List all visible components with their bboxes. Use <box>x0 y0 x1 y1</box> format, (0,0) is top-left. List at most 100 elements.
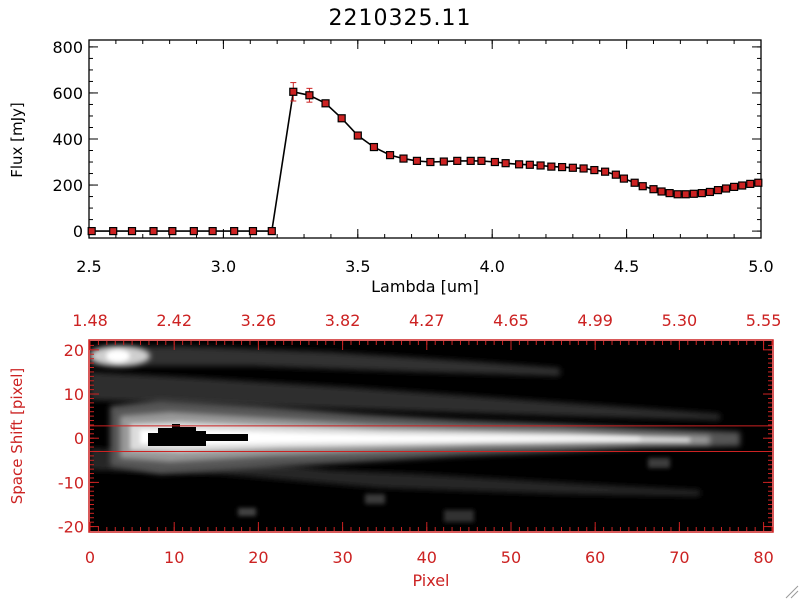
spectrum-point <box>230 226 239 236</box>
spectrum-y-tick-label: 800 <box>52 38 83 57</box>
spectrum-point <box>630 178 639 187</box>
image-y-tick-label: -10 <box>58 473 84 492</box>
spectrum-x-tick-label: 4.0 <box>479 257 504 276</box>
spectrum-point <box>705 187 715 197</box>
spectrum-y-tick-label: 400 <box>52 130 83 149</box>
spectrum-point <box>208 226 217 236</box>
spectral-image-plot: 0 10 20 30 40 50 60 70 80 1.48 2.42 3.26 3.82 4.27 4.… <box>8 311 781 590</box>
aperture-lines <box>90 425 772 452</box>
spectrum-x-tick-label: 3.0 <box>211 257 236 276</box>
image-y-label: Space Shift [pixel] <box>8 368 26 505</box>
chart-title: 2210325.11 <box>328 6 472 31</box>
spectrum-y-tick-label: 200 <box>52 176 83 195</box>
spectrum-point <box>87 226 96 236</box>
spectrum-point <box>412 156 422 165</box>
spectrum-point <box>321 99 330 108</box>
spectrum-point <box>385 151 395 160</box>
spectrum-point <box>713 186 723 195</box>
spectrum-point <box>579 164 588 173</box>
spectrum-y-tick-label: 0 <box>73 222 83 241</box>
image-trace <box>90 346 740 522</box>
spectrum-point <box>127 226 137 236</box>
image-y-tick-label: 10 <box>64 385 84 404</box>
spectrum-y-tick-label: 600 <box>52 84 83 103</box>
spectrum-point <box>730 182 739 191</box>
image-x-tick-label: 60 <box>585 548 605 567</box>
spectrum-point <box>689 189 698 198</box>
spectrum-point <box>697 189 706 198</box>
spectrum-point <box>568 163 577 172</box>
spectrum-point <box>466 156 475 165</box>
spectrum-point <box>305 91 314 100</box>
image-top-tick-label: 3.82 <box>325 311 361 330</box>
spectrum-point <box>477 156 486 165</box>
spectrum-point <box>248 226 258 236</box>
spectrum-point <box>657 187 666 196</box>
spectrum-point <box>590 165 599 175</box>
spectrum-point <box>490 157 499 167</box>
image-top-tick-label: 3.26 <box>241 311 277 330</box>
spectrum-point <box>536 161 545 170</box>
image-top-tick-label: 5.55 <box>746 311 782 330</box>
image-x-tick-label: 70 <box>669 548 689 567</box>
spectrum-markers <box>87 87 763 236</box>
spectrum-plot: 2.5 3.0 3.5 4.0 4.5 5.0 0 200 400 600 800 Lambda … <box>8 38 774 296</box>
image-x-tick-label: 50 <box>501 548 521 567</box>
spectrum-point <box>369 142 379 152</box>
image-x-tick-label: 20 <box>248 548 268 567</box>
spectrum-y-axis: 0 200 400 600 800 <box>52 38 761 241</box>
spectrum-point <box>681 190 690 199</box>
spectrum-point <box>426 157 435 167</box>
image-y-tick-label: 20 <box>64 341 84 360</box>
spectrum-x-label: Lambda [um] <box>371 277 479 296</box>
spectrum-point <box>514 160 524 169</box>
image-top-tick-label: 4.27 <box>409 311 445 330</box>
spectrum-point <box>267 226 276 236</box>
spectrum-x-tick-label: 4.5 <box>614 257 639 276</box>
image-top-tick-label: 4.65 <box>493 311 529 330</box>
image-y-tick-label: 0 <box>74 429 84 448</box>
spectrum-point <box>189 226 198 236</box>
spectrum-line <box>91 90 759 232</box>
image-x-tick-label: 80 <box>753 548 773 567</box>
spectrum-point <box>665 189 674 198</box>
spectrum-point <box>721 184 731 193</box>
image-top-tick-label: 1.48 <box>72 311 108 330</box>
spectrum-point <box>649 185 658 194</box>
spectrum-x-tick-label: 5.0 <box>748 257 773 276</box>
saturated-region <box>148 424 248 446</box>
image-top-tick-label: 2.42 <box>156 311 192 330</box>
spectrum-point <box>547 162 556 171</box>
image-y-tick-label: -20 <box>58 518 84 537</box>
spectrum-point <box>353 131 362 140</box>
spectrum-x-tick-label: 3.5 <box>345 257 370 276</box>
spectrum-point <box>746 179 755 188</box>
spectrum-point <box>399 154 408 163</box>
spectrum-y-label: Flux [mJy] <box>8 102 26 178</box>
image-top-tick-label: 4.99 <box>577 311 613 330</box>
image-top-tick-label: 5.30 <box>662 311 698 330</box>
spectrum-point <box>337 114 346 123</box>
spectrum-point <box>289 87 298 96</box>
image-y-axis: -20 -10 0 10 20 <box>58 341 772 537</box>
spectrum-x-tick-label: 2.5 <box>76 257 101 276</box>
spectrum-point <box>453 156 462 165</box>
spectrum-point <box>673 190 682 199</box>
spectrum-point <box>600 167 610 176</box>
image-top-wavelength-axis: 1.48 2.42 3.26 3.82 4.27 4.65 4.99 5.30 5.55 <box>72 311 781 350</box>
spectrum-series-line <box>91 90 759 232</box>
spectrum-point <box>738 181 747 190</box>
image-x-label: Pixel <box>412 571 449 590</box>
spectrum-plot-frame <box>88 39 762 239</box>
spectrum-x-axis: 2.5 3.0 3.5 4.0 4.5 5.0 <box>76 40 774 276</box>
spectrum-point <box>109 226 118 236</box>
spectrum-point <box>611 170 620 179</box>
image-x-tick-label: 0 <box>85 548 95 567</box>
spectrum-point <box>501 159 510 168</box>
image-x-tick-label: 40 <box>417 548 437 567</box>
resize-grip-icon[interactable] <box>785 585 799 599</box>
spectrum-point <box>557 162 567 172</box>
spectrum-point <box>754 178 763 187</box>
spectrum-point <box>619 174 629 183</box>
